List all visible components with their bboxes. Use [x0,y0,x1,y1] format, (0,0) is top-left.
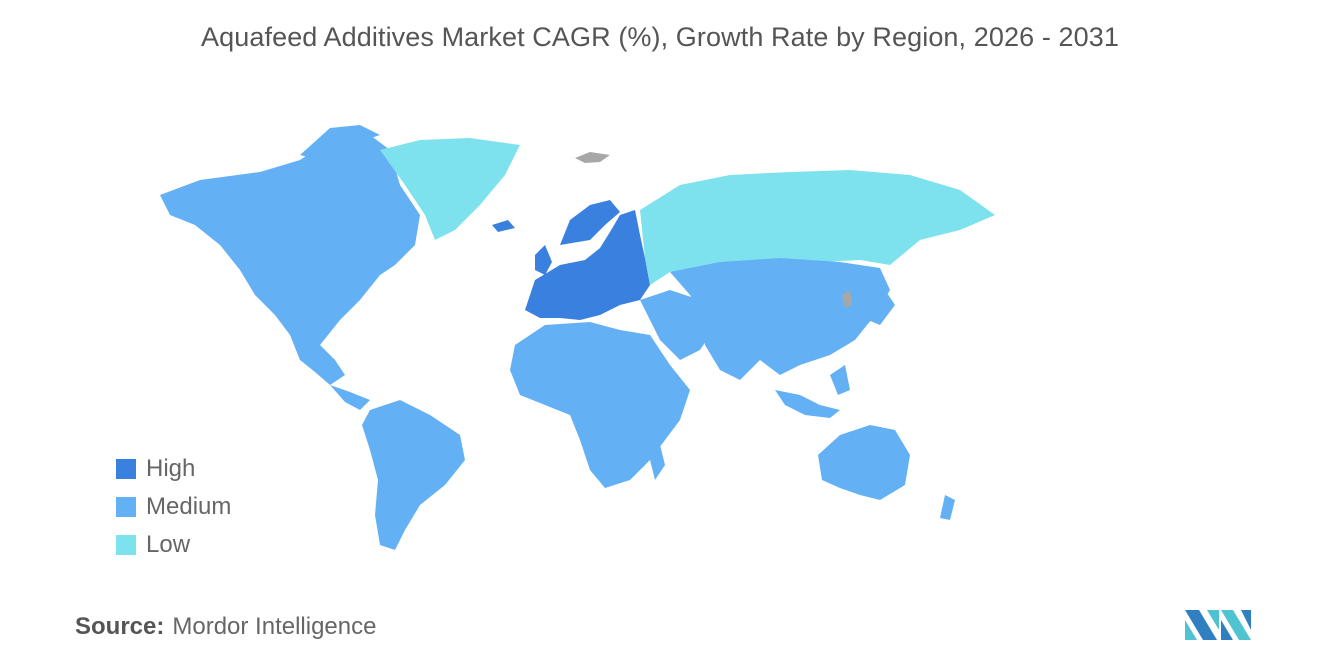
chart-title: Aquafeed Additives Market CAGR (%), Grow… [201,22,1119,52]
region-north-america [160,125,420,410]
region-south-america [362,400,465,550]
region-asia [670,258,895,418]
source-label: Source: [75,613,165,640]
region-greenland [380,138,520,240]
map-legend: High Medium Low [116,450,231,564]
region-europe [492,200,650,320]
legend-swatch-high [116,459,136,479]
region-oceania [818,425,955,520]
region-no-data [575,152,852,308]
region-africa [510,290,720,488]
region-russia [640,170,995,285]
legend-swatch-medium [116,497,136,517]
source-note: Source: Mordor Intelligence [75,613,376,641]
legend-item-low: Low [116,526,231,564]
mordor-intelligence-logo-icon [1185,610,1251,640]
legend-label: Low [146,531,191,558]
legend-item-medium: Medium [116,488,231,526]
legend-label: Medium [146,493,232,520]
legend-label: High [146,455,196,482]
source-value: Mordor Intelligence [172,613,377,640]
legend-swatch-low [116,535,136,555]
legend-item-high: High [116,450,231,488]
